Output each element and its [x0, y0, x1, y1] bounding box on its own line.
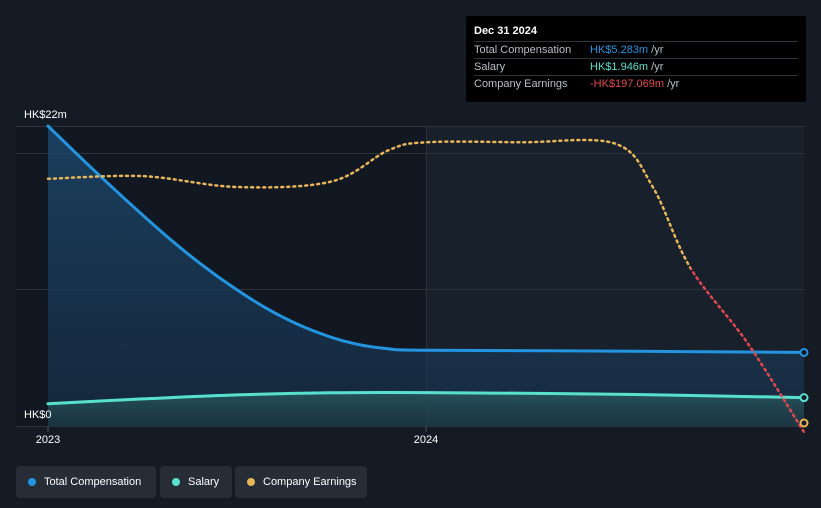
legend-total-compensation[interactable]: Total Compensation	[16, 466, 156, 498]
tooltip-date: Dec 31 2024	[474, 25, 537, 37]
legend-dot-icon	[247, 478, 255, 486]
tooltip-label: Salary	[474, 61, 506, 73]
tooltip: Dec 31 2024 Total Compensation HK$5.283m…	[466, 16, 806, 102]
legend-dot-icon	[28, 478, 36, 486]
legend-label: Company Earnings	[263, 476, 357, 488]
company-earnings-line	[46, 138, 691, 271]
tooltip-unit: /yr	[651, 61, 664, 73]
salary-area	[48, 392, 804, 426]
series-lines	[46, 124, 806, 434]
legend-label: Total Compensation	[44, 476, 142, 488]
salary-end-marker	[799, 393, 809, 403]
series-areas	[48, 126, 804, 426]
tooltip-row-company-earnings: Company Earnings -HK$197.069m /yr	[474, 75, 798, 93]
legend-dot-icon	[172, 478, 180, 486]
series-markers	[799, 347, 809, 428]
tooltip-label: Company Earnings	[474, 78, 568, 90]
tooltip-unit: /yr	[667, 78, 680, 90]
tooltip-value: -HK$197.069m	[590, 78, 664, 90]
x-axis-ticks: 2023 2024	[36, 426, 438, 446]
tooltip-row-total-compensation: Total Compensation HK$5.283m /yr	[474, 41, 798, 59]
tooltip-value: HK$1.946m	[590, 61, 649, 73]
legend-label: Salary	[188, 476, 220, 488]
x-tick-label: 2024	[414, 434, 438, 446]
total-compensation-end-marker	[799, 347, 809, 357]
tooltip-label: Total Compensation	[474, 44, 572, 56]
total-compensation-line	[46, 124, 806, 354]
y-axis-bottom-label: HK$0	[24, 409, 52, 421]
tooltip-row-salary: Salary HK$1.946m /yr	[474, 58, 798, 76]
salary-line	[46, 390, 806, 406]
legend-company-earnings[interactable]: Company Earnings	[235, 466, 367, 498]
company-earnings-end-marker	[799, 418, 809, 428]
y-axis-top-label: HK$22m	[24, 109, 67, 121]
tooltip-value: HK$5.283m	[590, 44, 649, 56]
x-tick-label: 2023	[36, 434, 60, 446]
total-compensation-area	[48, 126, 804, 426]
tooltip-unit: /yr	[651, 44, 664, 56]
legend-salary[interactable]: Salary	[160, 466, 232, 498]
gridlines	[16, 126, 805, 427]
company-earnings-line-decline	[690, 265, 806, 434]
